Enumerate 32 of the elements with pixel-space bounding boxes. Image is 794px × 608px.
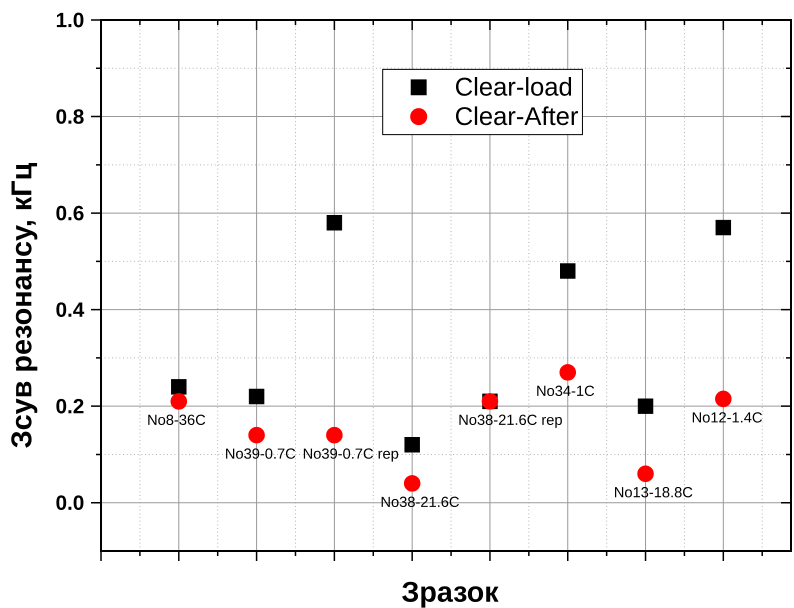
- point: [326, 215, 342, 230]
- y-tick-label: 0.6: [56, 206, 84, 220]
- y-tick-label: 0.2: [56, 398, 84, 414]
- point: [171, 379, 187, 395]
- point: [326, 426, 343, 444]
- y-tick-label: 1.0: [56, 12, 84, 28]
- legend-label: Clear-After: [456, 106, 578, 126]
- y-tick-label: 0.8: [56, 109, 84, 124]
- y-tick-label: 0.0: [56, 495, 84, 510]
- point: [560, 263, 576, 279]
- point: [638, 398, 654, 414]
- legend-label: Clear-load: [456, 77, 572, 96]
- point: [248, 388, 264, 404]
- y-tick-label: 0.4: [56, 302, 84, 317]
- annotation: No38-21.6C rep: [459, 414, 562, 428]
- annotation: No12-1.4C: [692, 412, 762, 423]
- y-axis-title: Зсув резонансу, кГц: [11, 162, 38, 448]
- point: [404, 475, 420, 492]
- x-axis-title: Зразок: [402, 582, 499, 608]
- annotation: No39-0.7C rep: [304, 448, 398, 462]
- annotation: No8-36C: [148, 414, 206, 425]
- point: [404, 437, 420, 453]
- point: [716, 220, 732, 236]
- annotation: No13-18.8C: [615, 487, 692, 498]
- point: [715, 390, 732, 408]
- point: [637, 465, 654, 482]
- point: [248, 426, 265, 444]
- point: [559, 364, 576, 381]
- annotation: No34-1C: [537, 386, 594, 396]
- annotation: No39-0.7C: [226, 448, 296, 459]
- annotation: No38-21.6C: [382, 496, 459, 508]
- point: [170, 393, 188, 410]
